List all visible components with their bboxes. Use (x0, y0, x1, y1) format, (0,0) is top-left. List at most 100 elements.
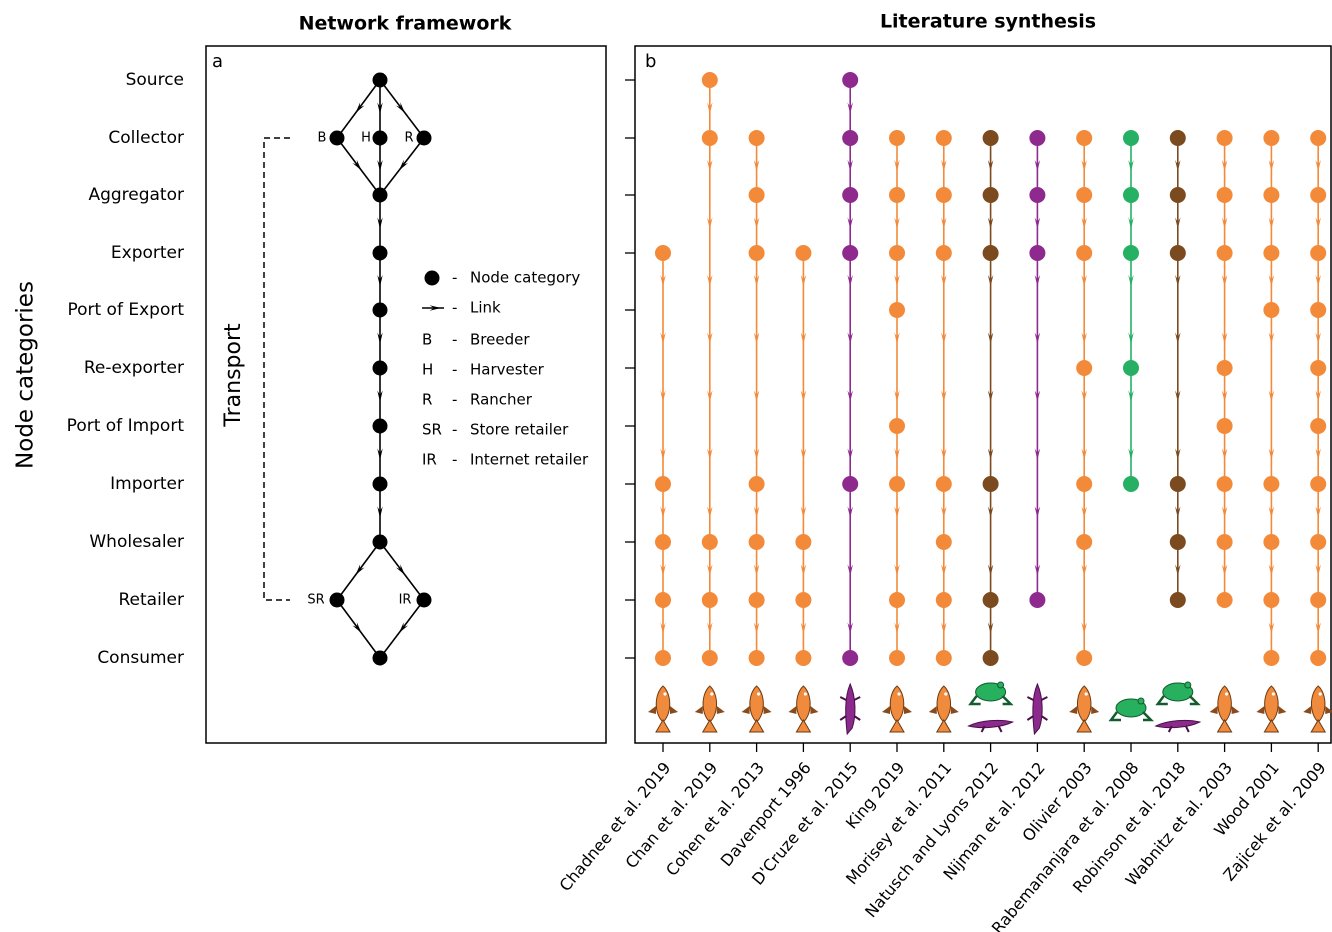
legend-separator: - (452, 391, 457, 409)
study-node (1170, 592, 1186, 608)
study-node (1076, 476, 1092, 492)
legend-symbol: SR (422, 421, 442, 439)
study-node (1263, 650, 1279, 666)
row-label: Aggregator (88, 185, 184, 205)
study-node (1170, 130, 1186, 146)
study-node (1310, 534, 1326, 550)
legend-label: Internet retailer (470, 451, 589, 469)
row-label: Importer (110, 474, 184, 494)
node-label: B (318, 131, 327, 146)
fish-icon (1077, 720, 1091, 732)
panel-letter: b (645, 51, 656, 72)
fish-icon (663, 692, 666, 695)
study-node (1310, 302, 1326, 318)
study-node (1029, 245, 1045, 261)
node (373, 188, 388, 203)
study-node (889, 187, 905, 203)
legend-label: Node category (470, 269, 580, 287)
row-label: Consumer (97, 648, 184, 668)
node (373, 361, 388, 376)
study-node (1217, 418, 1233, 434)
row-label: Port of Export (67, 300, 184, 320)
study-node (1310, 245, 1326, 261)
study-node (1217, 476, 1233, 492)
row-label: Exporter (111, 243, 184, 263)
study-node (1076, 130, 1092, 146)
node-label: R (404, 131, 413, 146)
study-node (1263, 476, 1279, 492)
transport-bracket (264, 138, 290, 600)
node (373, 535, 388, 550)
study-node (1310, 476, 1326, 492)
fish-icon (796, 720, 810, 732)
panel-title: Literature synthesis (880, 11, 1096, 33)
study-node (1310, 592, 1326, 608)
study-node (795, 592, 811, 608)
study-node (749, 592, 765, 608)
node (373, 419, 388, 434)
fish-icon (757, 692, 760, 695)
study-node (1217, 360, 1233, 376)
study-node (936, 592, 952, 608)
study-node (983, 245, 999, 261)
study-node (889, 650, 905, 666)
study-node (983, 650, 999, 666)
node (373, 303, 388, 318)
study-node (936, 476, 952, 492)
node (373, 131, 388, 146)
legend-separator: - (452, 331, 457, 349)
row-label: Re-exporter (84, 358, 184, 378)
study-node (936, 187, 952, 203)
fish-icon (1225, 692, 1228, 695)
study-node (1310, 650, 1326, 666)
study-node (1076, 534, 1092, 550)
legend-separator: - (452, 269, 457, 287)
study-node (889, 302, 905, 318)
fish-icon (890, 686, 904, 722)
node (373, 73, 388, 88)
fish-icon (656, 720, 670, 732)
legend-symbol: B (422, 331, 432, 349)
row-label: Source (126, 70, 184, 90)
study-node (1123, 187, 1139, 203)
fish-icon (1272, 692, 1275, 695)
study-node (1076, 245, 1092, 261)
legend-symbol: IR (422, 451, 437, 469)
study-node (889, 592, 905, 608)
study-node (1170, 187, 1186, 203)
study-node (655, 592, 671, 608)
fish-icon (797, 686, 811, 722)
study-node (1310, 418, 1326, 434)
study-node (983, 476, 999, 492)
study-node (749, 534, 765, 550)
fish-icon (890, 720, 904, 732)
fish-icon (1265, 686, 1279, 722)
fish-icon (750, 686, 764, 722)
legend-label: Store retailer (470, 421, 569, 439)
legend-separator: - (452, 299, 457, 317)
fish-icon (1311, 720, 1325, 732)
node (417, 131, 432, 146)
study-node (749, 245, 765, 261)
study-node (749, 476, 765, 492)
study-node (842, 476, 858, 492)
legend-label: Harvester (470, 361, 545, 379)
legend-label: Link (470, 299, 501, 317)
study-node (889, 245, 905, 261)
panel-box (206, 46, 606, 743)
legend-node (425, 271, 440, 286)
legend-separator: - (452, 451, 457, 469)
node (373, 246, 388, 261)
row-label: Retailer (119, 590, 185, 610)
study-node (1310, 360, 1326, 376)
node-label: IR (399, 593, 412, 608)
fish-icon (944, 692, 947, 695)
study-node (1263, 592, 1279, 608)
fish-icon (804, 692, 807, 695)
fish-icon (703, 720, 717, 732)
study-node (655, 650, 671, 666)
lizard-icon (1033, 684, 1042, 734)
study-node (1123, 130, 1139, 146)
fish-icon (710, 692, 713, 695)
axis-label: Node categories (13, 281, 39, 469)
